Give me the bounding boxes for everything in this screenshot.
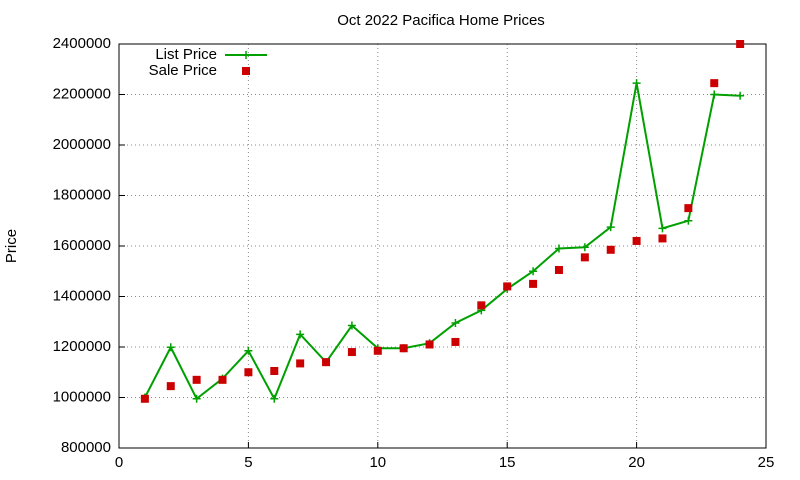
y-tick-label: 2000000 [53, 136, 111, 153]
point [192, 375, 201, 384]
point [451, 319, 460, 328]
point [606, 223, 615, 232]
point [244, 346, 253, 355]
x-tick-label: 15 [499, 454, 516, 471]
legend-marker [242, 51, 250, 59]
y-tick-label: 1800000 [53, 186, 111, 203]
x-tick-label: 5 [244, 454, 252, 471]
point [632, 79, 641, 88]
point [684, 204, 693, 213]
point [736, 40, 745, 48]
point [529, 279, 538, 288]
chart-title: Oct 2022 Pacifica Home Prices [337, 12, 545, 29]
plot-frame [118, 43, 767, 449]
y-tick-label: 800000 [61, 439, 111, 456]
point [554, 265, 563, 274]
point [218, 375, 227, 384]
y-tick-label: 1000000 [53, 388, 111, 405]
point [658, 234, 667, 243]
point [166, 343, 175, 352]
point [399, 344, 408, 353]
point [736, 91, 745, 100]
point [554, 244, 563, 253]
point [296, 330, 305, 339]
point [373, 346, 382, 355]
legend-marker [242, 67, 250, 75]
point [684, 216, 693, 225]
point [606, 245, 615, 254]
point [270, 366, 279, 375]
y-tick-label: 2200000 [53, 85, 111, 102]
point [322, 358, 331, 367]
x-tick-label: 20 [628, 454, 645, 471]
point [270, 394, 279, 403]
point [529, 267, 538, 276]
legend-label: List Price [155, 46, 217, 63]
point [347, 321, 356, 330]
x-tick-label: 10 [369, 454, 386, 471]
point [632, 236, 641, 245]
point [166, 382, 175, 391]
point [710, 90, 719, 99]
y-tick-label: 1600000 [53, 237, 111, 254]
point [347, 348, 356, 357]
point [477, 301, 486, 310]
y-tick-label: 1400000 [53, 287, 111, 304]
series-line [143, 82, 741, 402]
point [710, 79, 719, 88]
y-tick-label: 1200000 [53, 338, 111, 355]
point [244, 368, 253, 377]
x-tick-label: 0 [115, 454, 123, 471]
y-tick-label: 2400000 [53, 35, 111, 52]
point [296, 359, 305, 368]
point [503, 282, 512, 291]
legend-label: Sale Price [149, 62, 217, 79]
point [451, 337, 460, 346]
point [658, 224, 667, 233]
y-axis-label: Price [3, 229, 20, 263]
x-tick-label: 25 [758, 454, 775, 471]
point [580, 253, 589, 262]
point [192, 394, 201, 403]
point [580, 243, 589, 252]
point [425, 340, 434, 349]
point [140, 394, 149, 403]
